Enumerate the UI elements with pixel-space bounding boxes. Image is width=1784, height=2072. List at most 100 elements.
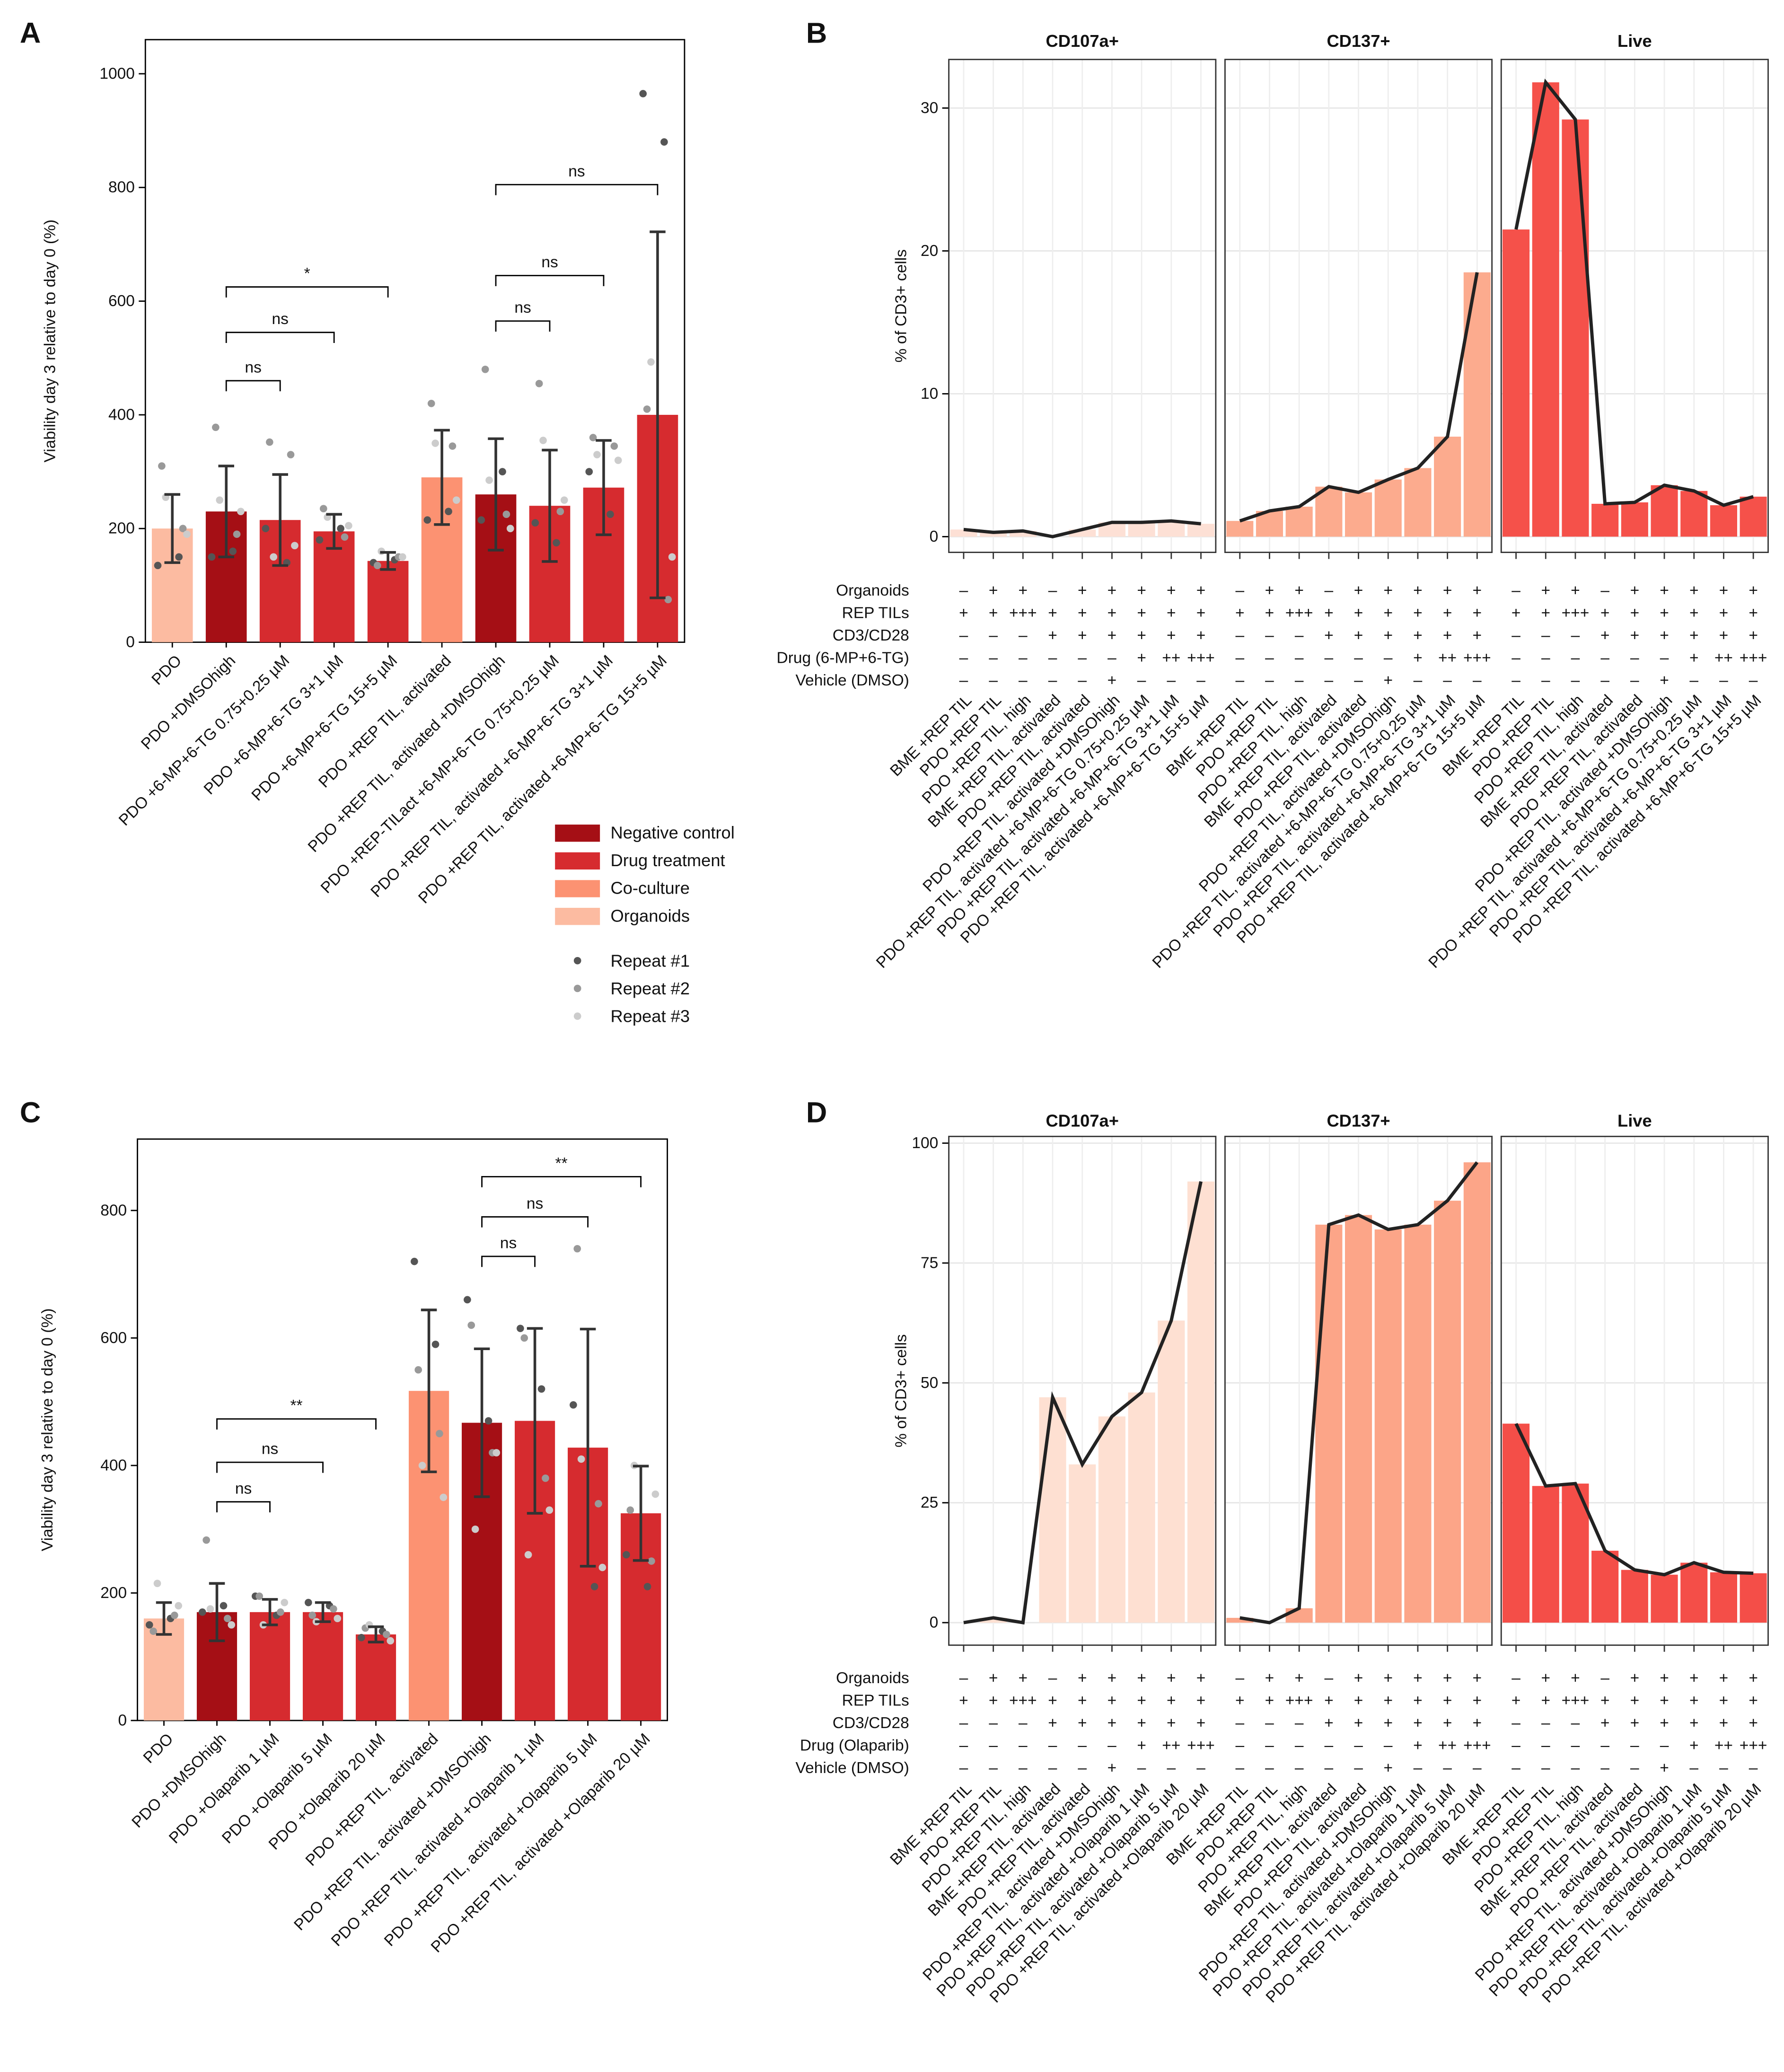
- error-bar: [527, 1327, 543, 1515]
- row-symbol: –: [1295, 1714, 1304, 1732]
- row-symbol: +: [1383, 1714, 1393, 1732]
- row-label: CD3/CD28: [833, 1714, 909, 1732]
- row-symbol: –: [1600, 582, 1609, 599]
- row-symbol: –: [1414, 672, 1423, 689]
- bar: [313, 531, 355, 642]
- row-symbol: +: [1107, 582, 1117, 599]
- row-symbol: +: [989, 605, 998, 622]
- data-point: [202, 1536, 211, 1544]
- row-symbol: +: [1749, 582, 1758, 599]
- row-symbol: +: [1689, 605, 1699, 622]
- row-symbol: +: [959, 1692, 968, 1710]
- row-label: Drug (Olaparib): [800, 1737, 909, 1755]
- data-point: [477, 516, 485, 524]
- row-symbol: +: [1324, 605, 1334, 622]
- row-symbol: –: [1600, 1759, 1609, 1777]
- data-point: [643, 405, 651, 413]
- row-symbol: +: [1413, 650, 1423, 667]
- row-symbol: +: [1749, 627, 1758, 644]
- row-symbol: +: [1443, 627, 1452, 644]
- bar: [1680, 1563, 1708, 1623]
- row-symbol: –: [1354, 672, 1363, 689]
- bar: [1315, 486, 1343, 537]
- data-point: [229, 547, 237, 555]
- row-symbol: +: [1473, 605, 1482, 622]
- row-symbol: +: [1413, 1669, 1423, 1687]
- legend-marker: [573, 984, 581, 992]
- row-symbol: +: [1137, 650, 1146, 667]
- row-symbol: +: [1660, 627, 1669, 644]
- row-symbol: +: [1048, 1714, 1057, 1732]
- row-symbol: –: [1600, 672, 1609, 689]
- data-point: [414, 1366, 422, 1374]
- row-symbol: +: [1719, 605, 1729, 622]
- row-symbol: +: [1749, 605, 1758, 622]
- data-point: [542, 1475, 549, 1482]
- row-symbol: +: [1137, 582, 1146, 599]
- significance-bracket: [225, 286, 389, 298]
- panel-label: C: [20, 1097, 41, 1129]
- significance-bracket: [216, 1501, 271, 1513]
- row-symbol: –: [1265, 1714, 1274, 1732]
- data-point: [305, 1598, 312, 1607]
- row-symbol: +: [1383, 1759, 1393, 1777]
- row-symbol: –: [1167, 1759, 1176, 1777]
- row-symbol: ++: [1438, 1737, 1457, 1755]
- x-tick-label: PDO: [140, 1730, 177, 1767]
- data-point: [445, 508, 452, 516]
- data-point: [517, 1325, 524, 1332]
- row-symbol: –: [1541, 650, 1550, 667]
- y-tick-label: 800: [100, 1202, 127, 1219]
- row-symbol: +: [1137, 1737, 1146, 1755]
- y-tick-label: 0: [930, 1614, 939, 1632]
- row-symbol: –: [1235, 1737, 1244, 1755]
- data-point: [308, 1611, 316, 1619]
- significance-bracket: [216, 1418, 377, 1430]
- row-symbol: +: [1600, 1692, 1610, 1710]
- row-symbol: +: [1630, 605, 1640, 622]
- row-symbol: +: [1443, 582, 1452, 599]
- data-point: [287, 451, 295, 458]
- row-symbol: –: [1473, 672, 1482, 689]
- data-point: [411, 1257, 418, 1265]
- data-point: [237, 508, 245, 516]
- row-symbol: ++: [1714, 650, 1733, 667]
- row-symbol: –: [989, 627, 998, 644]
- row-symbol: –: [1265, 1737, 1274, 1755]
- row-symbol: –: [1048, 650, 1057, 667]
- error-bar: [542, 448, 558, 563]
- error-bar: [474, 1347, 490, 1498]
- legend-swatch: [555, 908, 600, 925]
- row-symbol: +: [1196, 1714, 1206, 1732]
- panel-label: A: [20, 17, 41, 49]
- row-symbol: +: [959, 605, 968, 622]
- row-symbol: +: [1107, 1692, 1117, 1710]
- row-symbol: +: [1512, 1692, 1521, 1710]
- data-point: [399, 553, 406, 561]
- row-symbol: +: [1167, 605, 1176, 622]
- data-point: [556, 508, 564, 516]
- row-symbol: +++: [1562, 605, 1590, 622]
- row-symbol: +: [1137, 1714, 1146, 1732]
- data-point: [577, 1455, 585, 1463]
- row-symbol: +: [1660, 672, 1669, 689]
- data-point: [639, 90, 647, 97]
- row-symbol: +++: [1740, 650, 1767, 667]
- data-point: [198, 1608, 206, 1616]
- row-symbol: –: [1354, 1737, 1363, 1755]
- row-symbol: +++: [1463, 1737, 1491, 1755]
- row-symbol: +: [1196, 1692, 1206, 1710]
- row-symbol: +: [1383, 605, 1393, 622]
- row-symbol: +: [1167, 627, 1176, 644]
- row-symbol: +: [1719, 582, 1729, 599]
- row-symbol: +: [1354, 1669, 1363, 1687]
- data-point: [467, 1321, 475, 1329]
- row-symbol: ++: [1162, 650, 1180, 667]
- data-point: [651, 1490, 659, 1498]
- bar: [1621, 502, 1648, 537]
- significance-bracket: [216, 1461, 324, 1473]
- row-symbol: +: [1196, 605, 1206, 622]
- row-symbol: +: [1383, 672, 1393, 689]
- bar: [1315, 1224, 1343, 1623]
